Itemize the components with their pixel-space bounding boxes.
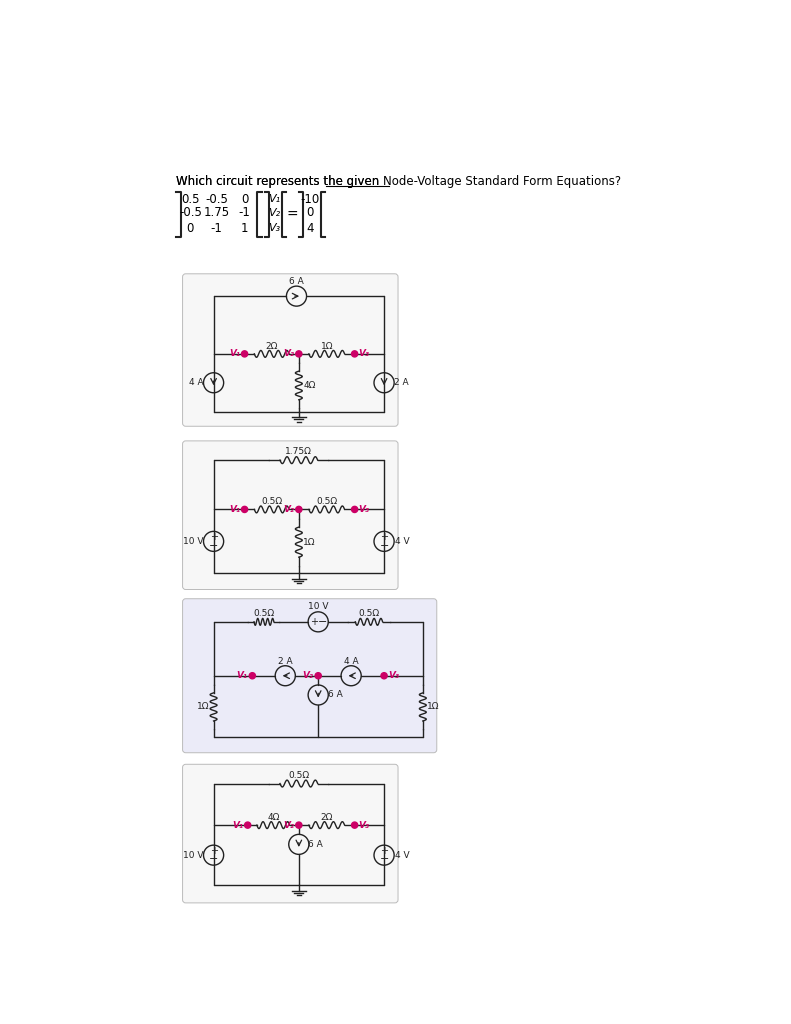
Text: +: + xyxy=(210,846,218,856)
Text: -1: -1 xyxy=(239,207,251,219)
Text: V₁: V₁ xyxy=(237,672,248,680)
Text: −: − xyxy=(209,854,218,864)
FancyBboxPatch shape xyxy=(183,273,398,426)
Text: 1.75: 1.75 xyxy=(203,207,229,219)
Text: 10 V: 10 V xyxy=(308,602,328,611)
Text: 0.5Ω: 0.5Ω xyxy=(261,498,282,506)
Text: -10: -10 xyxy=(300,193,320,206)
Text: V₁: V₁ xyxy=(229,349,240,358)
Text: 0.5Ω: 0.5Ω xyxy=(253,609,274,617)
Text: 0: 0 xyxy=(306,207,313,219)
Text: 0.5: 0.5 xyxy=(181,193,199,206)
Text: +: + xyxy=(210,532,218,542)
Text: V₂: V₂ xyxy=(283,349,294,358)
FancyBboxPatch shape xyxy=(183,764,398,903)
Text: =: = xyxy=(287,208,298,221)
Text: V₂: V₂ xyxy=(283,820,294,829)
Text: 2 A: 2 A xyxy=(394,378,408,387)
Circle shape xyxy=(244,822,251,828)
Text: −: − xyxy=(317,616,327,627)
Text: V₃: V₃ xyxy=(358,820,369,829)
Text: 4 V: 4 V xyxy=(396,537,410,546)
Text: 1Ω: 1Ω xyxy=(303,538,315,547)
Text: 1Ω: 1Ω xyxy=(320,342,333,350)
Text: −: − xyxy=(209,541,218,551)
Text: 4: 4 xyxy=(306,222,313,234)
Circle shape xyxy=(296,506,302,512)
Circle shape xyxy=(296,351,302,357)
Circle shape xyxy=(351,506,358,512)
Text: 4Ω: 4Ω xyxy=(304,381,316,390)
Text: 1.75Ω: 1.75Ω xyxy=(286,447,312,456)
Text: 0: 0 xyxy=(241,193,248,206)
Text: +: + xyxy=(380,846,388,856)
Text: Which circuit represents the given: Which circuit represents the given xyxy=(176,175,384,188)
Text: −: − xyxy=(380,541,388,551)
Text: 0.5Ω: 0.5Ω xyxy=(316,498,337,506)
Text: V₃: V₃ xyxy=(388,672,399,680)
Text: V₁: V₁ xyxy=(232,820,243,829)
FancyBboxPatch shape xyxy=(183,599,437,753)
Text: +: + xyxy=(310,616,318,627)
Text: Which circuit represents the given: Which circuit represents the given xyxy=(176,175,384,188)
Text: 4 A: 4 A xyxy=(344,656,358,666)
FancyBboxPatch shape xyxy=(183,441,398,590)
Text: V₃: V₃ xyxy=(358,349,369,358)
Circle shape xyxy=(241,351,248,357)
Circle shape xyxy=(381,673,387,679)
Text: 6 A: 6 A xyxy=(308,840,324,849)
Text: 2Ω: 2Ω xyxy=(266,342,278,350)
Text: 10 V: 10 V xyxy=(184,537,203,546)
Text: 4Ω: 4Ω xyxy=(267,813,279,822)
Text: 0.5Ω: 0.5Ω xyxy=(288,771,309,779)
Circle shape xyxy=(315,673,321,679)
Circle shape xyxy=(351,822,358,828)
Circle shape xyxy=(296,822,302,828)
Text: V₁: V₁ xyxy=(229,505,240,514)
Text: 10 V: 10 V xyxy=(184,851,203,860)
Text: V₃: V₃ xyxy=(358,505,369,514)
Text: 4 A: 4 A xyxy=(189,378,204,387)
Text: −: − xyxy=(380,854,388,864)
Text: V₂: V₂ xyxy=(268,208,280,218)
Text: 0.5Ω: 0.5Ω xyxy=(358,609,380,617)
Text: 1Ω: 1Ω xyxy=(196,702,209,712)
Text: +: + xyxy=(380,532,388,542)
Text: V₂: V₂ xyxy=(303,672,313,680)
Text: V₃: V₃ xyxy=(268,223,280,233)
Text: 6 A: 6 A xyxy=(290,278,304,286)
Text: -1: -1 xyxy=(210,222,222,234)
Circle shape xyxy=(249,673,255,679)
Text: 1: 1 xyxy=(240,222,248,234)
Text: 6 A: 6 A xyxy=(328,690,343,699)
Text: Which circuit represents the given Node-Voltage Standard Form Equations?: Which circuit represents the given Node-… xyxy=(176,175,622,188)
Text: V₂: V₂ xyxy=(283,505,294,514)
Text: 2 A: 2 A xyxy=(278,656,293,666)
Text: 2Ω: 2Ω xyxy=(320,813,333,822)
Text: V₁: V₁ xyxy=(268,195,280,204)
Text: 4 V: 4 V xyxy=(396,851,410,860)
Text: -0.5: -0.5 xyxy=(205,193,228,206)
Circle shape xyxy=(351,351,358,357)
Text: -0.5: -0.5 xyxy=(179,207,202,219)
Text: 0: 0 xyxy=(187,222,194,234)
Text: 1Ω: 1Ω xyxy=(427,702,440,712)
Circle shape xyxy=(241,506,248,512)
